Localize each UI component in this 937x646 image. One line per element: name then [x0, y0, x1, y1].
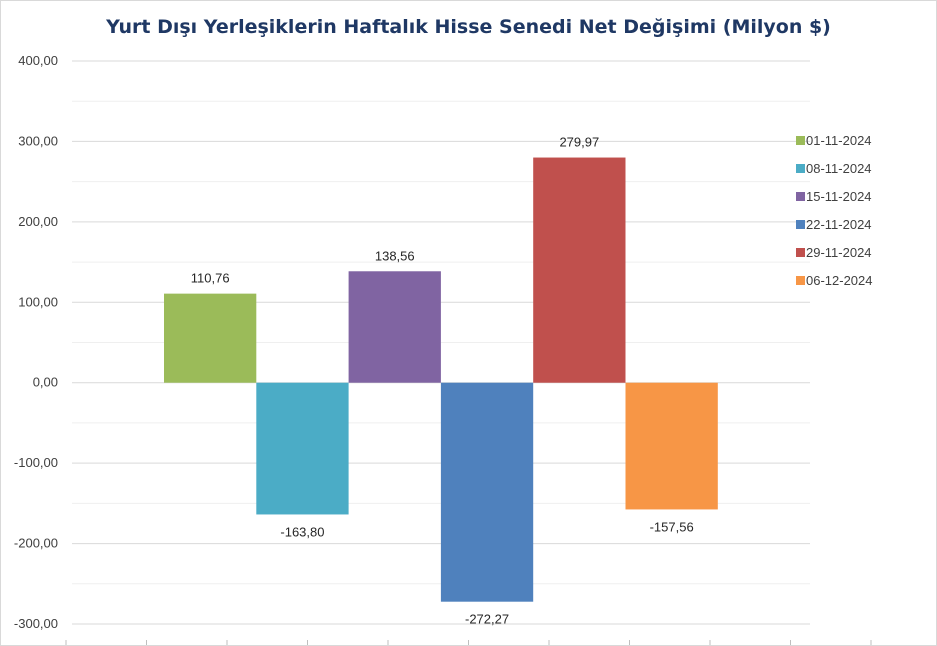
legend-label-15-11-2024: 15-11-2024: [806, 189, 872, 204]
y-tick-label: 0,00: [33, 375, 58, 390]
legend-label-06-12-2024: 06-12-2024: [806, 273, 873, 288]
legend-swatch-29-11-2024: [796, 248, 805, 257]
legend: 01-11-2024 08-11-2024 15-11-2024 22-11-2024…: [796, 133, 873, 288]
legend-swatch-06-12-2024: [796, 276, 805, 285]
data-label-01-11-2024: 110,76: [191, 271, 230, 286]
y-axis-ticks: 400,00 300,00 200,00 100,00 0,00 -100,00 -200,…: [14, 53, 58, 631]
y-tick-label: 300,00: [18, 133, 58, 148]
legend-label-29-11-2024: 29-11-2024: [806, 245, 872, 260]
data-labels: 110,76 -163,80 138,56 -272,27 279,97 -157,56: [191, 135, 694, 627]
chart-title: Yurt Dışı Yerleşiklerin Haftalık Hisse S…: [106, 16, 831, 38]
bar-22-11-2024: [440, 382, 534, 602]
bar-01-11-2024: [164, 293, 257, 383]
legend-swatch-15-11-2024: [796, 192, 805, 201]
bar-29-11-2024: [533, 157, 626, 383]
data-label-15-11-2024: 138,56: [375, 248, 415, 263]
data-label-08-11-2024: -163,80: [280, 524, 324, 539]
bar-15-11-2024: [348, 271, 441, 383]
data-label-06-12-2024: -157,56: [650, 519, 694, 534]
legend-swatch-22-11-2024: [796, 220, 805, 229]
legend-swatch-08-11-2024: [796, 164, 805, 173]
y-tick-label: -100,00: [14, 455, 58, 470]
bar-08-11-2024: [256, 382, 349, 515]
legend-swatch-01-11-2024: [796, 136, 805, 145]
y-tick-label: -200,00: [14, 536, 58, 551]
y-tick-label: 400,00: [18, 53, 58, 68]
y-tick-label: -300,00: [14, 616, 58, 631]
bars: [164, 157, 718, 602]
y-tick-label: 100,00: [18, 294, 58, 309]
legend-label-22-11-2024: 22-11-2024: [806, 217, 872, 232]
legend-label-01-11-2024: 01-11-2024: [806, 133, 872, 148]
data-label-29-11-2024: 279,97: [559, 135, 599, 150]
bar-06-12-2024: [625, 382, 718, 510]
data-label-22-11-2024: -272,27: [465, 612, 509, 627]
legend-label-08-11-2024: 08-11-2024: [806, 161, 872, 176]
y-tick-label: 200,00: [18, 214, 58, 229]
